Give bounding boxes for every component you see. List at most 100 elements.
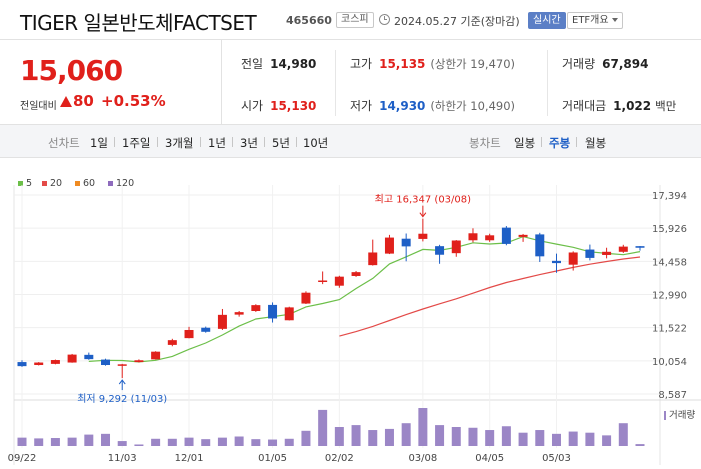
high-label: 고가 xyxy=(350,57,373,71)
legend-ma5-label: 5 xyxy=(26,178,33,189)
divider xyxy=(296,137,297,147)
period-10y-button[interactable]: 10년 xyxy=(303,136,329,150)
legend-ma60: 60 xyxy=(75,178,95,190)
x-tick-label: 02/02 xyxy=(325,453,354,464)
period-3y-button[interactable]: 3년 xyxy=(240,136,258,150)
open-price: 시가 15,130 xyxy=(241,97,316,114)
candle-down xyxy=(101,359,111,366)
volume-bar xyxy=(17,437,27,446)
current-price-box: 15,060 전일대비 80 +0.53% xyxy=(0,40,222,125)
ma120-swatch xyxy=(108,181,113,186)
clock-icon xyxy=(379,14,390,25)
ma20-swatch xyxy=(42,181,47,186)
change-percent: +0.53% xyxy=(101,92,166,110)
volume-legend-label: 거래량 xyxy=(669,410,696,421)
legend-ma120: 120 xyxy=(108,178,134,190)
low-value: 14,930 xyxy=(379,99,426,113)
volume-bar xyxy=(268,439,278,446)
period-3m-button[interactable]: 3개월 xyxy=(165,136,194,150)
volume-bar xyxy=(518,432,528,446)
candle-up xyxy=(284,307,294,321)
y-tick-label: 8,587 xyxy=(658,390,687,401)
x-tick-label: 12/01 xyxy=(175,453,204,464)
etf-overview-dropdown[interactable]: ETF개요 xyxy=(567,12,623,29)
y-tick-label: 10,054 xyxy=(652,357,687,368)
volume-bar xyxy=(535,430,545,446)
high-arrow-head xyxy=(419,212,427,218)
current-price: 15,060 xyxy=(20,54,123,87)
period-1d-button[interactable]: 1일 xyxy=(90,136,108,150)
volume-bar xyxy=(485,430,495,446)
ma60-swatch xyxy=(75,181,80,186)
y-tick-label: 17,394 xyxy=(652,191,687,202)
volume-bar xyxy=(384,428,394,446)
ma5-swatch xyxy=(18,181,23,186)
volume-bar xyxy=(351,425,361,446)
y-tick-label: 11,522 xyxy=(652,324,687,335)
candle-up xyxy=(134,360,144,363)
trade-amount-label: 거래대금 xyxy=(562,99,607,113)
line-chart-label: 선차트 xyxy=(48,136,80,150)
x-tick-label: 03/08 xyxy=(408,453,437,464)
volume-bar xyxy=(84,434,94,446)
legend-ma120-label: 120 xyxy=(116,178,135,189)
candle-down xyxy=(268,304,278,319)
candle-up xyxy=(67,354,77,363)
candle-down xyxy=(84,354,94,360)
volume-bar xyxy=(435,425,445,446)
trade-amount: 거래대금 1,022 백만 xyxy=(562,97,676,114)
volume-bar xyxy=(251,439,261,446)
candle-daily-button[interactable]: 일봉 xyxy=(514,136,536,150)
lower-limit: (하한가 10,490) xyxy=(430,99,516,113)
x-tick-label: 04/05 xyxy=(475,453,504,464)
change-value: 80 xyxy=(73,92,94,110)
period-5y-button[interactable]: 5년 xyxy=(272,136,290,150)
divider xyxy=(547,50,548,116)
chart-period-bar: 선차트 1일 1주일 3개월 1년 3년 5년 10년 봉차트 일봉 주봉 월봉 xyxy=(0,125,701,158)
etf-overview-label: ETF개요 xyxy=(572,15,609,26)
volume-bar xyxy=(334,427,344,446)
weekly-candle-chart[interactable]: 17,394 15,926 14,458 12,990 11,522 10,054 8,58… xyxy=(0,158,701,469)
volume-bar xyxy=(184,437,194,446)
open-label: 시가 xyxy=(241,99,264,113)
high-price: 고가 15,135 (상한가 19,470) xyxy=(350,55,515,72)
volume-bar xyxy=(301,430,311,446)
prev-close: 전일 14,980 xyxy=(241,55,316,72)
stock-code: 465660 xyxy=(286,14,332,27)
prev-close-label: 전일 xyxy=(241,57,264,71)
volume-bar xyxy=(585,432,595,446)
candle-weekly-button[interactable]: 주봉 xyxy=(549,136,571,150)
legend-ma5: 5 xyxy=(18,178,32,190)
candle-monthly-button[interactable]: 월봉 xyxy=(585,136,607,150)
x-tick-label: 01/05 xyxy=(258,453,287,464)
volume-bar xyxy=(602,435,612,446)
legend-ma60-label: 60 xyxy=(83,178,96,189)
volume-bar xyxy=(635,444,645,446)
realtime-button[interactable]: 실시간 xyxy=(528,12,566,29)
volume-bar xyxy=(50,438,60,446)
divider xyxy=(335,50,336,116)
stock-name: TIGER 일본반도체FACTSET xyxy=(20,11,257,35)
candle-up xyxy=(568,252,578,265)
x-tick-label: 09/22 xyxy=(8,453,37,464)
date-text: 2024.05.27 기준(장마감) xyxy=(394,15,520,28)
high-annotation: 최고 16,347 (03/08) xyxy=(375,194,471,206)
prev-close-value: 14,980 xyxy=(270,57,317,71)
candle-down xyxy=(435,246,445,255)
volume-bar xyxy=(217,437,227,446)
volume-value: 67,894 xyxy=(602,57,649,71)
low-annotation: 최저 9,292 (11/03) xyxy=(77,393,167,405)
low-label: 저가 xyxy=(350,99,373,113)
volume-bar xyxy=(551,433,561,446)
candle-down xyxy=(535,234,545,257)
period-1w-button[interactable]: 1주일 xyxy=(122,136,151,150)
volume-bar xyxy=(117,441,127,446)
period-1y-button[interactable]: 1년 xyxy=(208,136,226,150)
volume-bar xyxy=(34,438,44,446)
divider xyxy=(114,137,115,147)
candle-up xyxy=(384,237,394,254)
volume-bar xyxy=(234,436,244,446)
up-arrow-icon xyxy=(60,96,72,107)
compare-label: 전일대비 xyxy=(20,101,57,112)
legend-ma20: 20 xyxy=(42,178,62,190)
